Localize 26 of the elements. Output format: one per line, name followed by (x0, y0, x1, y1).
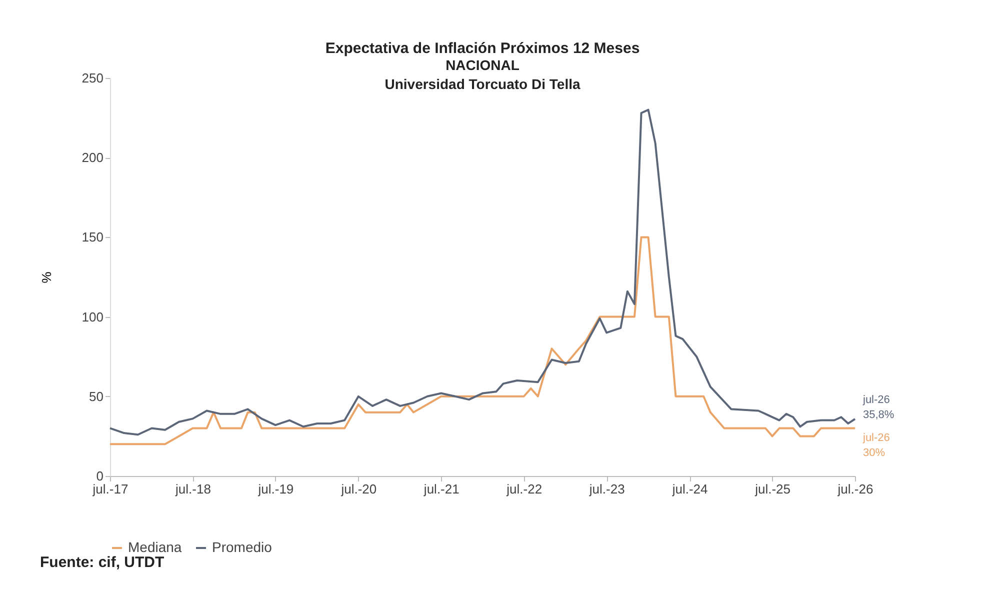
x-tick-label: jul.-23 (588, 482, 625, 496)
legend-label: Promedio (212, 539, 272, 555)
source-note: Fuente: cif, UTDT (40, 554, 164, 571)
x-tick-label: jul.-26 (836, 482, 874, 496)
y-tick-label: 50 (89, 388, 104, 404)
chart-title: Expectativa de Inflación Próximos 12 Meses (325, 40, 640, 57)
x-tick-label: jul.-25 (754, 482, 790, 496)
y-tick-label: 0 (96, 468, 104, 484)
annotation: jul-26 30% (862, 432, 890, 460)
y-tick-label: 150 (82, 230, 104, 245)
x-tick-label: jul.-18 (174, 482, 211, 496)
line-series (109, 236, 856, 446)
y-axis-title: % (38, 271, 54, 284)
x-tick-label: jul.-22 (506, 482, 542, 496)
x-tick-label: jul.-20 (340, 482, 377, 496)
annotation: jul-26 35,8% (862, 394, 894, 422)
legend-label: Mediana (128, 539, 182, 555)
y-tick-label: 250 (82, 70, 104, 86)
x-tick-label: jul.-21 (422, 482, 460, 496)
line-series (109, 108, 856, 436)
x-tick-label: jul.-17 (92, 482, 128, 496)
chart-subtitle: NACIONAL Universidad Torcuato Di Tella (384, 57, 580, 92)
y-tick-label: 200 (82, 150, 104, 166)
x-tick-label: jul.-19 (257, 482, 294, 496)
y-tick-label: 100 (82, 309, 104, 324)
x-tick-label: jul.-24 (671, 482, 708, 496)
